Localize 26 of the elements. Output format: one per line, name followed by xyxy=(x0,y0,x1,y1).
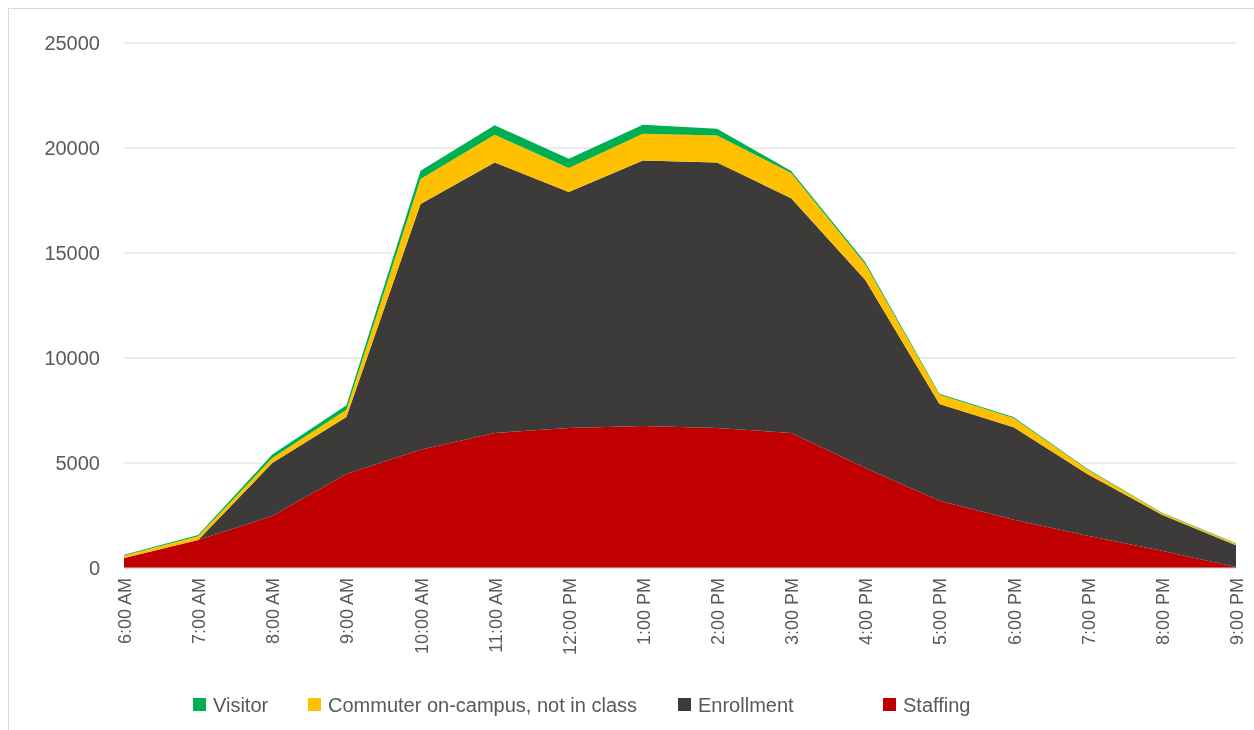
y-tick-label: 25000 xyxy=(44,32,100,54)
x-tick-label: 7:00 PM xyxy=(1078,578,1099,646)
x-tick-label: 5:00 PM xyxy=(930,578,951,646)
y-tick-label: 15000 xyxy=(44,242,100,264)
x-tick-label: 9:00 PM xyxy=(1227,578,1247,646)
x-tick-label: 8:00 AM xyxy=(263,578,284,645)
x-tick-label: 11:00 AM xyxy=(485,578,506,653)
legend-label: Staffing xyxy=(903,694,971,716)
x-tick-label: 2:00 PM xyxy=(708,578,729,646)
legend-label: Enrollment xyxy=(698,694,795,716)
legend-label: Visitor xyxy=(213,694,269,716)
x-tick-label: 8:00 PM xyxy=(1152,578,1173,646)
x-tick-label: 4:00 PM xyxy=(856,578,877,646)
x-tick-label: 10:00 AM xyxy=(411,578,432,655)
x-tick-label: 9:00 AM xyxy=(337,578,358,645)
x-tick-label: 6:00 PM xyxy=(1004,578,1025,646)
x-tick-label: 1:00 PM xyxy=(633,578,654,646)
legend-label: Commuter on-campus, not in class xyxy=(328,694,638,716)
x-tick-label: 7:00 AM xyxy=(189,578,210,645)
y-tick-label: 5000 xyxy=(55,452,100,474)
x-tick-label: 6:00 AM xyxy=(115,578,135,645)
x-tick-label: 12:00 PM xyxy=(559,578,580,656)
y-tick-label: 10000 xyxy=(44,347,100,369)
y-tick-label: 20000 xyxy=(44,137,100,159)
x-tick-label: 3:00 PM xyxy=(782,578,803,646)
y-tick-label: 0 xyxy=(88,557,100,579)
